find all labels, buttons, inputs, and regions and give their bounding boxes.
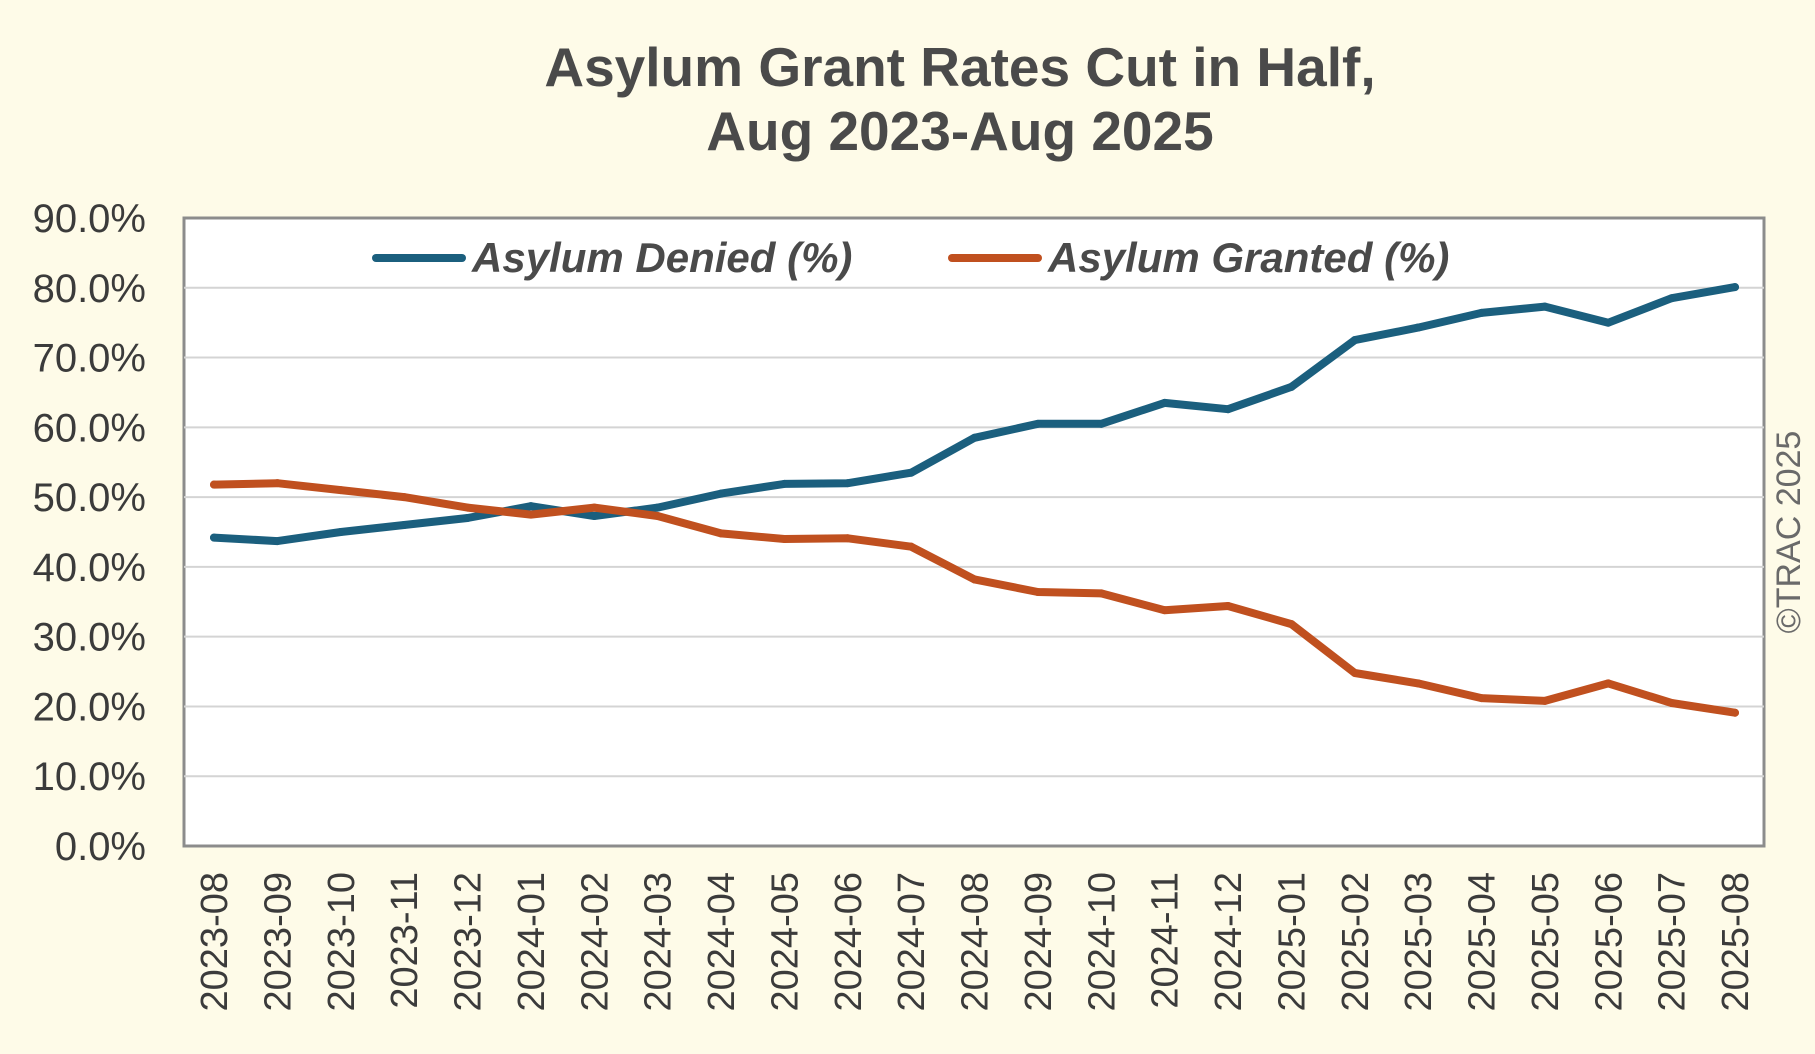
data-point <box>336 486 345 495</box>
y-axis-ticks: 0.0% 10.0% 20.0% 30.0% 40.0% 50.0% 60.0% 70.0% 8… <box>33 197 146 869</box>
x-tick-label: 2023-10 <box>321 872 363 1011</box>
x-tick-label: 2025-06 <box>1588 872 1630 1011</box>
data-point <box>907 468 916 477</box>
data-point <box>1540 696 1549 705</box>
y-tick-label: 80.0% <box>33 267 146 311</box>
data-point <box>843 534 852 543</box>
data-point <box>400 493 409 502</box>
x-tick-label: 2024-08 <box>955 872 997 1011</box>
data-point <box>1033 419 1042 428</box>
data-point <box>1731 708 1739 717</box>
x-tick-label: 2025-08 <box>1715 872 1757 1011</box>
y-tick-label: 50.0% <box>33 476 146 520</box>
x-tick-label: 2024-01 <box>511 872 553 1011</box>
data-point <box>843 479 852 488</box>
x-tick-label: 2025-04 <box>1462 872 1504 1011</box>
data-point <box>653 511 662 520</box>
data-point <box>1224 601 1232 610</box>
credit-text: ©TRAC 2025 <box>1770 431 1808 634</box>
data-point <box>463 514 472 523</box>
x-axis-ticks: 2023-08 2023-09 2023-10 2023-11 2023-12 2024-… <box>194 872 1757 1011</box>
plot-area <box>182 216 1766 848</box>
data-point <box>1350 668 1359 677</box>
chart-title-line-2: Aug 2023-Aug 2025 <box>706 100 1213 162</box>
x-tick-label: 2024-10 <box>1081 872 1123 1011</box>
data-point <box>1350 336 1359 345</box>
data-point <box>210 533 218 542</box>
x-tick-label: 2024-05 <box>764 872 806 1011</box>
y-tick-label: 10.0% <box>33 755 146 799</box>
data-point <box>590 503 599 512</box>
x-tick-label: 2024-07 <box>891 872 933 1011</box>
data-point <box>210 480 218 489</box>
y-tick-label: 0.0% <box>55 825 146 869</box>
x-tick-label: 2023-12 <box>448 872 490 1011</box>
data-point <box>590 511 599 520</box>
legend-label-0: Asylum Denied (%) <box>471 234 852 281</box>
y-tick-label: 30.0% <box>33 616 146 660</box>
legend-label-1: Asylum Granted (%) <box>1047 234 1449 281</box>
data-point <box>1097 419 1106 428</box>
data-point <box>1667 294 1676 303</box>
x-tick-label: 2024-03 <box>638 872 680 1011</box>
x-tick-label: 2025-03 <box>1398 872 1440 1011</box>
x-tick-label: 2024-12 <box>1208 872 1250 1011</box>
data-point <box>1604 679 1613 688</box>
legend: Asylum Denied (%) Asylum Granted (%) <box>372 234 1449 281</box>
y-tick-label: 60.0% <box>33 406 146 450</box>
data-point <box>463 503 472 512</box>
data-point <box>907 542 916 551</box>
data-point <box>1097 589 1106 598</box>
data-point <box>1287 620 1296 629</box>
y-tick-label: 90.0% <box>33 197 146 241</box>
data-point <box>653 503 662 512</box>
data-point <box>1160 398 1169 407</box>
data-point <box>526 510 535 519</box>
x-tick-label: 2024-02 <box>574 872 616 1011</box>
x-tick-label: 2025-01 <box>1271 872 1313 1011</box>
x-tick-label: 2024-06 <box>828 872 870 1011</box>
data-point <box>1604 318 1613 327</box>
data-point <box>1287 382 1296 391</box>
data-point <box>970 433 979 442</box>
x-tick-label: 2025-02 <box>1335 872 1377 1011</box>
data-point <box>526 502 535 511</box>
x-tick-label: 2024-04 <box>701 872 743 1011</box>
data-point <box>1414 323 1423 332</box>
data-point <box>1477 694 1486 703</box>
data-point <box>273 537 282 546</box>
x-tick-label: 2024-09 <box>1018 872 1060 1011</box>
x-tick-label: 2023-09 <box>257 872 299 1011</box>
x-tick-label: 2024-11 <box>1145 872 1187 1009</box>
gridlines <box>184 286 1764 778</box>
data-point <box>1731 283 1739 292</box>
chart-title-line-1: Asylum Grant Rates Cut in Half, <box>544 36 1375 98</box>
data-point <box>1224 405 1232 414</box>
x-tick-label: 2023-08 <box>194 872 236 1011</box>
data-point <box>400 521 409 530</box>
x-tick-label: 2023-11 <box>384 872 426 1009</box>
data-point <box>970 575 979 584</box>
data-point <box>1414 679 1423 688</box>
data-point <box>1477 308 1486 317</box>
y-tick-label: 20.0% <box>33 685 146 729</box>
data-point <box>1540 302 1549 311</box>
x-tick-label: 2025-05 <box>1525 872 1567 1011</box>
y-tick-label: 70.0% <box>33 337 146 381</box>
data-point <box>780 534 789 543</box>
x-tick-label: 2025-07 <box>1652 872 1694 1011</box>
data-point <box>717 489 725 498</box>
data-point <box>1033 588 1042 597</box>
data-point <box>717 529 725 538</box>
data-point <box>780 479 789 488</box>
data-point <box>1160 606 1169 615</box>
data-point <box>273 479 282 488</box>
y-tick-label: 40.0% <box>33 546 146 590</box>
series-lines <box>210 283 1739 717</box>
data-point <box>336 528 345 536</box>
data-point <box>1667 698 1676 707</box>
